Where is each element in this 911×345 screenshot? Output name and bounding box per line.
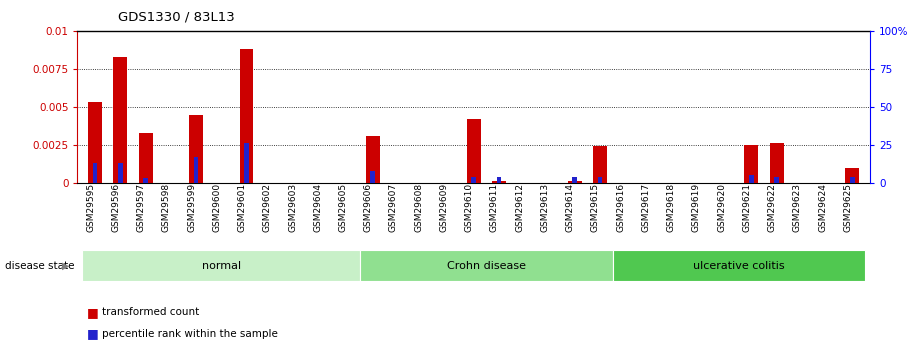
Bar [244,144,249,183]
Text: GSM29595: GSM29595 [87,183,95,232]
Text: GSM29610: GSM29610 [465,183,474,232]
Bar [83,250,360,281]
Text: GSM29598: GSM29598 [162,183,171,232]
Text: GSM29618: GSM29618 [667,183,676,232]
Bar [88,102,102,183]
Bar [93,163,97,183]
Bar [568,181,581,183]
Text: GSM29616: GSM29616 [616,183,625,232]
Text: GSM29596: GSM29596 [111,183,120,232]
Text: GSM29621: GSM29621 [742,183,752,232]
Bar [360,250,612,281]
Bar [850,177,855,183]
Bar [194,157,199,183]
Text: GSM29611: GSM29611 [490,183,499,232]
Text: GSM29599: GSM29599 [187,183,196,232]
Bar [466,119,481,183]
Bar [598,177,602,183]
Text: GSM29606: GSM29606 [363,183,373,232]
Bar [472,177,476,183]
Text: disease state: disease state [5,261,74,270]
Text: ulcerative colitis: ulcerative colitis [693,261,784,270]
Text: ■: ■ [87,327,98,341]
Text: GSM29623: GSM29623 [793,183,802,232]
Text: GSM29605: GSM29605 [339,183,347,232]
Text: GSM29622: GSM29622 [768,183,776,232]
Text: GSM29614: GSM29614 [566,183,575,232]
Text: GSM29597: GSM29597 [137,183,146,232]
Text: GSM29625: GSM29625 [844,183,853,232]
Text: GSM29619: GSM29619 [691,183,701,232]
Bar [496,177,501,183]
Bar [744,145,758,183]
Bar [845,168,859,183]
Bar [593,146,607,183]
Text: GSM29602: GSM29602 [262,183,271,232]
Text: GSM29609: GSM29609 [439,183,448,232]
Text: GSM29615: GSM29615 [591,183,600,232]
Text: GSM29617: GSM29617 [641,183,650,232]
Bar [189,115,203,183]
Text: GSM29613: GSM29613 [540,183,549,232]
Bar [770,144,783,183]
Text: GSM29604: GSM29604 [313,183,322,232]
Bar [118,163,123,183]
Bar [240,49,253,183]
Bar [492,181,506,183]
Text: ■: ■ [87,306,98,319]
Text: GSM29612: GSM29612 [516,183,524,232]
Bar [366,136,380,183]
Text: normal: normal [201,261,241,270]
Text: GSM29608: GSM29608 [415,183,424,232]
Bar [572,177,577,183]
Bar [138,133,152,183]
Bar [371,171,375,183]
Text: GDS1330 / 83L13: GDS1330 / 83L13 [118,10,235,23]
Text: ▶: ▶ [62,261,69,270]
Bar [143,178,148,183]
Text: GSM29603: GSM29603 [288,183,297,232]
Text: Crohn disease: Crohn disease [446,261,526,270]
Bar [612,250,865,281]
Text: GSM29620: GSM29620 [717,183,726,232]
Text: GSM29601: GSM29601 [238,183,247,232]
Bar [749,175,753,183]
Text: GSM29624: GSM29624 [818,183,827,232]
Text: GSM29607: GSM29607 [389,183,398,232]
Text: transformed count: transformed count [102,307,200,317]
Text: GSM29600: GSM29600 [212,183,221,232]
Text: percentile rank within the sample: percentile rank within the sample [102,329,278,339]
Bar [774,177,779,183]
Bar [113,57,128,183]
